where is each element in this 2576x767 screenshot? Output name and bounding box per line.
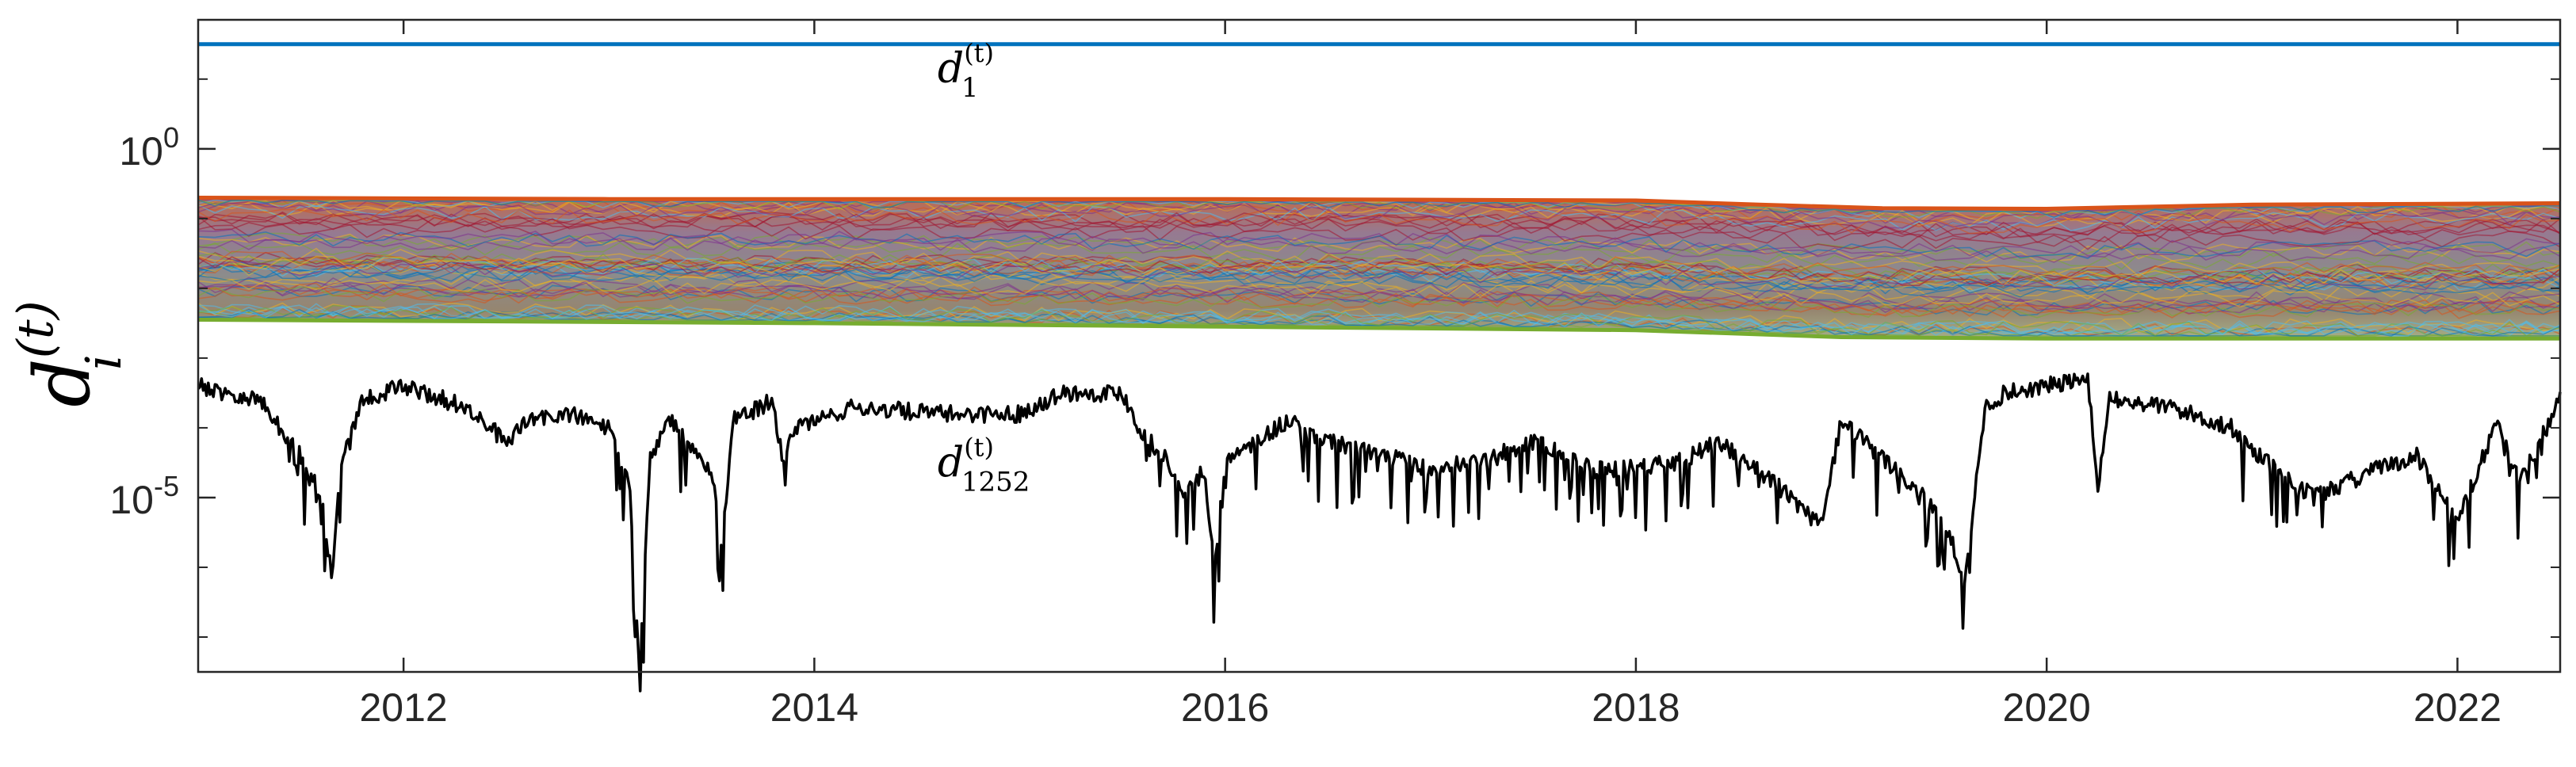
x-tick-label-4: 2020 <box>2003 685 2091 730</box>
band-strand-52 <box>197 202 2561 229</box>
band-strand-47 <box>197 304 2561 337</box>
band-strand-58 <box>197 255 2561 287</box>
band-strand-11 <box>197 242 2561 270</box>
x-tick-label-3: 2018 <box>1592 685 1680 730</box>
band-strand-19 <box>197 303 2561 336</box>
band-strand-26 <box>197 303 2561 337</box>
series-line-bottom <box>197 372 2562 693</box>
y-tick-label-1: 10-5 <box>109 470 179 522</box>
band-strand-2 <box>197 273 2561 303</box>
x-tick-label-5: 2022 <box>2414 685 2501 730</box>
band-strand-49 <box>197 266 2561 298</box>
band-strand-51 <box>197 278 2561 308</box>
band-strand-55 <box>197 256 2561 287</box>
band-strand-24 <box>197 237 2561 263</box>
annotation-d1252: d(t) 1252 <box>938 433 1030 498</box>
band-strand-34 <box>197 212 2561 238</box>
series-line-band_upper <box>197 196 2561 211</box>
annotation-d1: d(t) 1 <box>938 38 994 104</box>
x-tick-label-0: 2012 <box>360 685 448 730</box>
y-axis-label: d(t)i <box>6 300 132 407</box>
y-tick-label-0: 100 <box>119 121 179 174</box>
annotation-layer: d(t) 1 d(t) 1252 <box>938 38 1030 498</box>
series-layer <box>197 42 2562 693</box>
band-strand-32 <box>197 254 2561 284</box>
band-strand-57 <box>197 208 2561 235</box>
band-strand-8 <box>197 305 2561 337</box>
label-layer: d(t)i <box>6 300 132 407</box>
x-tick-label-1: 2014 <box>770 685 858 730</box>
band-strand-41 <box>197 212 2561 238</box>
band-strand-44 <box>197 261 2561 292</box>
band-strand-43 <box>197 250 2561 281</box>
y-axis-label-text: d(t)i <box>6 300 132 407</box>
tick-layer: 2012 2014 2016 2018 2020 2022 100 10-5 <box>109 20 2560 730</box>
plot-frame <box>197 18 2562 674</box>
band-strand-53 <box>197 199 2561 219</box>
band-strand-48 <box>197 216 2561 243</box>
band-strand-45 <box>197 228 2561 258</box>
band-strand-29 <box>197 287 2561 319</box>
x-tick-label-2: 2016 <box>1181 685 1269 730</box>
band-strand-9 <box>197 233 2561 263</box>
band-strand-23 <box>197 247 2561 277</box>
plot-background <box>198 20 2560 672</box>
series-line-band_lower <box>197 318 2560 341</box>
band-strand-54 <box>197 256 2561 286</box>
band-strand-28 <box>197 231 2561 260</box>
band-strand-59 <box>197 261 2561 291</box>
band-strand-46 <box>197 286 2561 319</box>
band-strand-56 <box>197 199 2561 219</box>
